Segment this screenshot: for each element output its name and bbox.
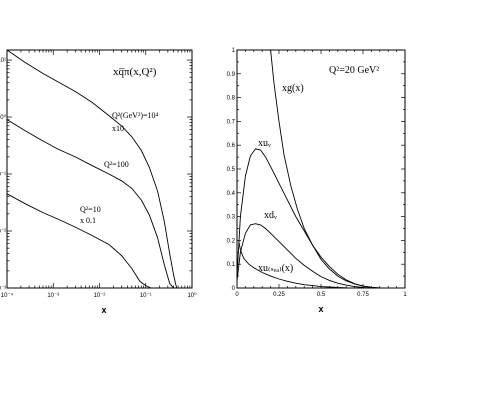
right-x-tick-label: 0.75 — [357, 292, 369, 298]
right-y-tick-label: 0 — [232, 286, 236, 292]
right-x-tick-label: 0.25 — [273, 292, 285, 298]
right-y-tick-label: 0.3 — [227, 215, 236, 221]
left-series-1 — [6, 119, 177, 289]
left-x-tick-label: 10⁻³ — [47, 293, 59, 299]
left-series-2 — [6, 193, 152, 289]
left-title: xq̅π(x,Q²) — [113, 66, 157, 78]
right-y-tick-label: 0.7 — [227, 119, 236, 125]
right-y-tick-label: 0.9 — [227, 72, 236, 78]
left-y-tick-label: 10⁻³ — [0, 286, 6, 292]
right-series-2 — [236, 223, 372, 289]
right-plot-frame — [236, 49, 406, 289]
right-y-tick-label: 0.8 — [227, 96, 236, 102]
right-x-tick-label: 0 — [235, 292, 239, 298]
left-x-tick-label: 10⁻² — [94, 293, 106, 299]
left-series-0 — [6, 49, 178, 289]
right-y-tick-label: 0.4 — [227, 191, 236, 197]
left-x-tick-label: 10⁻⁴ — [1, 292, 14, 299]
left-x-axis-label: x — [101, 305, 106, 315]
right-series-1 — [236, 148, 380, 289]
right-title: Q²=20 GeV² — [329, 65, 379, 76]
right-y-tick-label: 0.6 — [227, 143, 236, 149]
label-xg: xg(x) — [282, 83, 304, 94]
right-axis-ticks: 0 0.25 0.5 0.75 1 0 0.1 0.2 0.3 0.4 0.5 0.6 0.7 0.8 0.… — [227, 48, 408, 298]
right-x-tick-label: 1 — [403, 292, 407, 298]
left-y-tick-label: 10⁰ — [0, 114, 7, 121]
label-xuv: xuᵥ — [258, 138, 271, 149]
left-chart: 10⁻⁴10⁻³10⁻²10⁻¹10⁰10¹10⁰10⁻¹10⁻²10⁻³ xq… — [0, 49, 197, 315]
left-label-q2-100: Q²=100 — [104, 160, 129, 169]
left-axis-ticks: 10⁻⁴10⁻³10⁻²10⁻¹10⁰10¹10⁰10⁻¹10⁻²10⁻³ — [0, 50, 197, 299]
left-y-tick-label: 10⁻¹ — [0, 172, 6, 178]
left-y-tick-label: 10⁻² — [0, 229, 6, 235]
label-xdv: xdᵥ — [264, 210, 277, 221]
right-x-tick-label: 0.5 — [317, 292, 326, 298]
right-chart: 0 0.25 0.5 0.75 1 0 0.1 0.2 0.3 0.4 0.5 0.6 0.7 0.8 0.… — [227, 48, 408, 314]
left-label-q2-1e4: Q²(GeV²)=10⁴ — [112, 111, 159, 120]
right-curves — [236, 49, 380, 289]
right-series-3 — [238, 240, 364, 289]
left-x-tick-label: 10⁻¹ — [140, 293, 152, 299]
left-label-x10: x10 — [112, 124, 124, 133]
left-y-tick-label: 10¹ — [0, 58, 6, 64]
left-curves — [6, 49, 178, 289]
right-y-tick-label: 0.2 — [227, 238, 236, 244]
right-y-tick-label: 1 — [232, 48, 236, 54]
left-label-q2-10: Q²=10 — [80, 205, 101, 214]
right-x-axis-label: x — [318, 304, 323, 314]
left-x-tick-label: 10⁰ — [187, 292, 197, 299]
right-y-tick-label: 0.5 — [227, 167, 236, 173]
left-label-x0.1: x 0.1 — [80, 216, 96, 225]
right-y-tick-label: 0.1 — [227, 262, 236, 268]
label-xusea: xu₍ₛₑₐ₎(x) — [258, 263, 293, 274]
